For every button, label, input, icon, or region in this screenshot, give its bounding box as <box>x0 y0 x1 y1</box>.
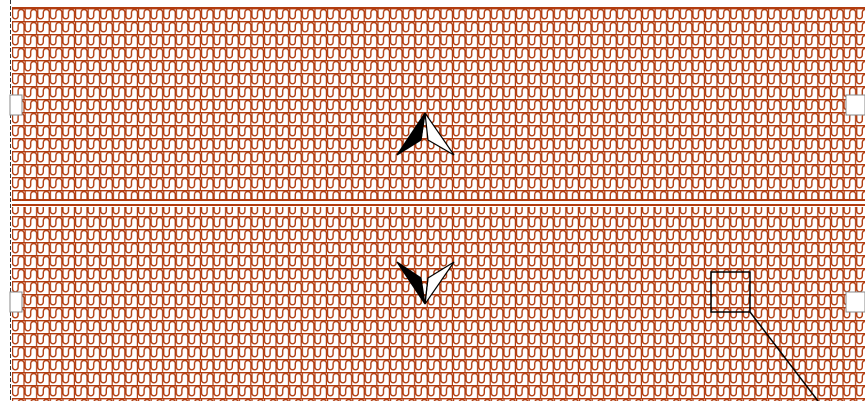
connector <box>845 291 865 313</box>
slope-arrow-up <box>396 112 455 156</box>
leader-line <box>749 311 819 401</box>
detail-box <box>710 271 751 313</box>
connector <box>845 94 865 116</box>
roof-panel-top <box>12 8 865 200</box>
connector <box>9 291 23 313</box>
roof-panel-bottom <box>12 207 865 401</box>
slope-arrow-down <box>396 261 455 305</box>
connector <box>9 94 23 116</box>
